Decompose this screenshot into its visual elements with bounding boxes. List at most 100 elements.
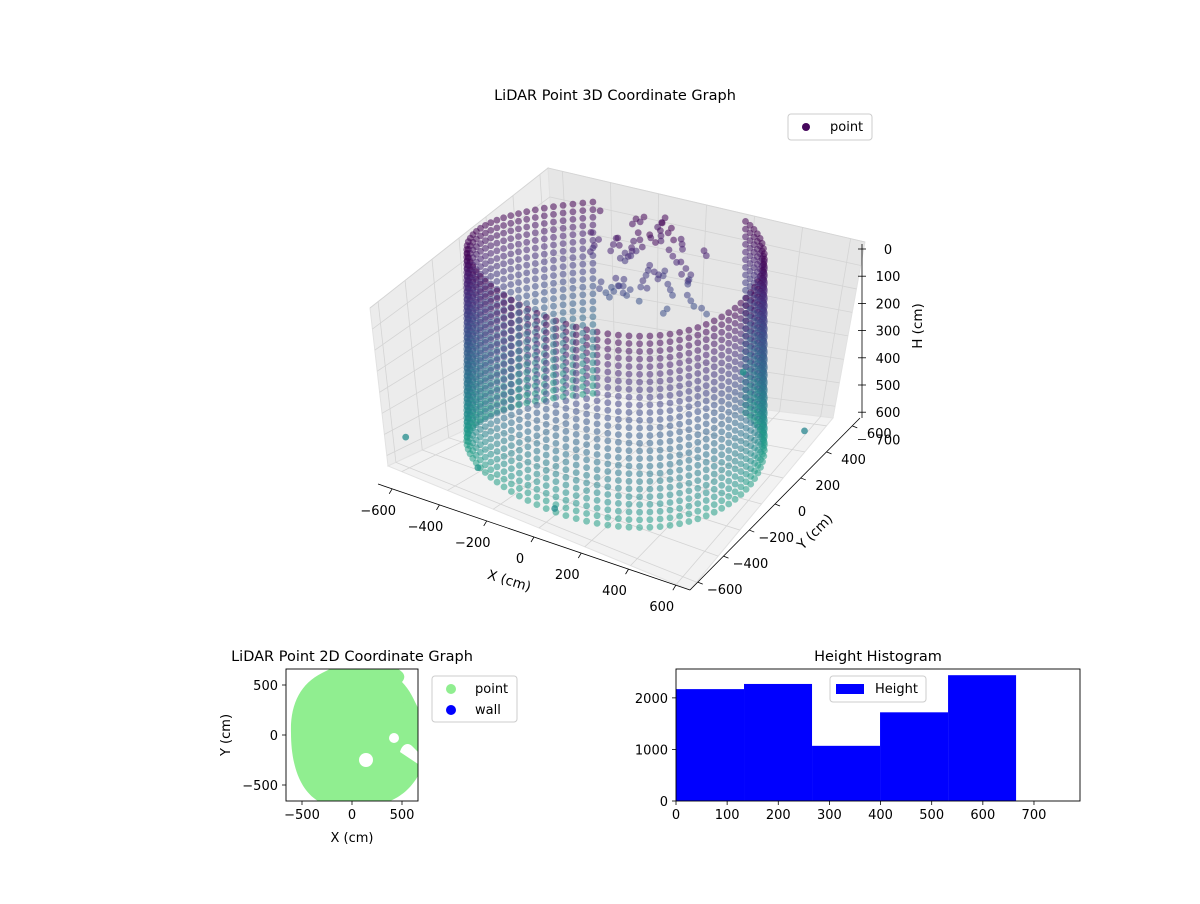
point-3d — [572, 362, 580, 369]
point-3d — [676, 413, 683, 420]
point-3d — [542, 405, 550, 413]
point-3d — [656, 423, 664, 431]
point-3d — [593, 443, 601, 451]
point-3d — [694, 423, 702, 431]
point-3d — [589, 359, 597, 367]
point-3d — [487, 343, 495, 351]
point-3d — [702, 405, 710, 412]
x-tick-label-hist: 500 — [919, 808, 944, 823]
histogram-bar — [744, 683, 813, 801]
point-3d — [725, 401, 733, 408]
point-3d — [579, 237, 587, 245]
point-3d — [679, 245, 686, 253]
point-3d — [625, 347, 633, 355]
point-3d — [550, 241, 557, 249]
point-3d — [500, 445, 508, 452]
point-3d — [731, 488, 739, 496]
point-3d — [569, 269, 577, 277]
point-3d — [589, 290, 597, 298]
point-3d — [718, 328, 726, 336]
point-3d — [718, 459, 726, 466]
point-3d — [572, 453, 580, 461]
point-3d — [559, 263, 567, 270]
point-3d — [718, 344, 726, 351]
point-3d — [508, 358, 515, 365]
point-3d — [710, 424, 718, 432]
point-3d — [493, 255, 501, 262]
point-3d — [593, 412, 601, 420]
point-3d — [685, 357, 693, 365]
point-3d — [507, 250, 515, 258]
point-3d — [508, 296, 515, 304]
point-3d — [646, 447, 654, 455]
point-3d — [604, 406, 612, 414]
point-3d — [657, 227, 664, 235]
point-3d — [718, 367, 726, 374]
point-3d — [523, 254, 531, 261]
point-3d — [550, 249, 557, 257]
point-3d — [550, 371, 557, 379]
grid-line-floor-y — [422, 449, 719, 557]
point-3d — [685, 326, 693, 334]
point-3d — [579, 283, 587, 291]
point-3d — [515, 210, 522, 218]
point-3d — [710, 378, 718, 386]
point-3d — [678, 240, 686, 248]
point-3d — [493, 440, 501, 448]
point-3d — [493, 302, 501, 310]
point-3d — [531, 267, 539, 275]
point-3d — [507, 258, 515, 265]
point-3d — [615, 400, 622, 408]
z-axis-label-3d: H (cm) — [910, 303, 926, 349]
point-3d — [500, 307, 508, 315]
point-3d — [542, 390, 550, 398]
point-3d — [620, 275, 628, 283]
point-3d — [507, 227, 515, 235]
point-3d — [646, 378, 654, 386]
point-3d — [725, 454, 733, 462]
point-3d — [579, 299, 587, 306]
point-3d — [685, 372, 693, 380]
point-3d — [508, 442, 515, 449]
point-3d — [523, 307, 531, 315]
point-3d — [676, 482, 683, 489]
point-3d — [710, 501, 718, 508]
point-3d — [668, 224, 675, 232]
point-3d — [523, 399, 531, 407]
point-3d — [487, 234, 495, 242]
point-3d — [524, 466, 532, 474]
point-3d — [725, 424, 733, 431]
point-3d — [646, 462, 654, 470]
point-3d — [515, 340, 522, 348]
histogram-bar — [812, 745, 881, 801]
point-3d — [646, 478, 654, 485]
point-3d — [694, 477, 702, 484]
point-3d — [531, 244, 539, 252]
point-3d — [615, 241, 623, 249]
z-tick-label-3d: 200 — [876, 297, 901, 312]
point-3d — [731, 373, 739, 381]
point-3d — [615, 431, 622, 438]
point-3d — [515, 355, 522, 363]
y-tick-label-hist: 0 — [660, 795, 668, 810]
point-3d — [500, 345, 508, 353]
point-3d — [508, 480, 515, 488]
point-3d — [666, 338, 674, 346]
point-3d — [579, 383, 587, 391]
point-3d — [694, 370, 702, 377]
point-3d — [589, 267, 597, 275]
z-tick-label-3d: 700 — [876, 433, 901, 448]
point-3d — [656, 439, 664, 446]
point-3d — [710, 401, 718, 409]
point-3d — [515, 302, 522, 309]
point-3d — [694, 454, 702, 461]
point-3d — [523, 238, 531, 246]
point-3d — [737, 452, 745, 460]
point-3d — [523, 269, 531, 277]
point-3d — [569, 292, 577, 300]
point-3d — [742, 264, 749, 271]
point-3d — [559, 247, 567, 255]
point-3d — [562, 451, 570, 458]
point-3d — [533, 463, 541, 470]
point-3d — [515, 309, 522, 317]
